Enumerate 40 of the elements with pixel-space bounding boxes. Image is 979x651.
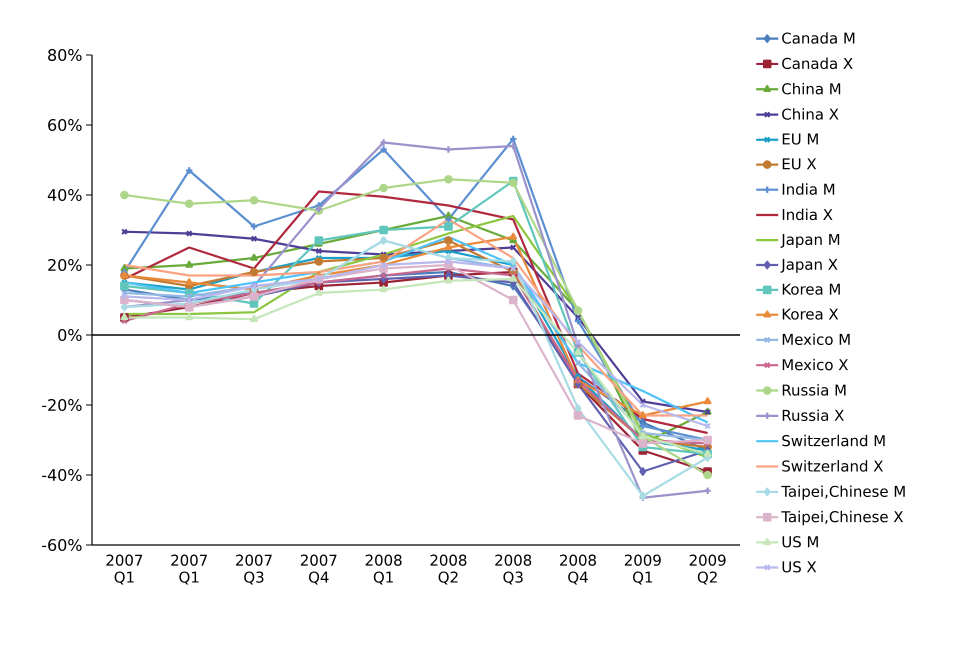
legend-label: Japan M [780,234,840,248]
x-tick-label: 2007 Q4 [300,554,337,584]
legend-label: Russia X [782,409,844,422]
legend-label: Canada M [782,32,854,44]
legend-label: India M [782,183,834,195]
legend-label: US X [782,561,816,572]
x-tick-label: 2009 Q2 [690,554,726,584]
x-tick-label: 2008 Q3 [495,554,532,584]
y-tick-label: -20% [42,398,82,412]
legend-label: Mexico X [782,358,848,370]
legend-label: Switzerland M [782,434,885,446]
legend-label: China X [782,108,839,120]
legend-label: Korea X [782,308,838,320]
y-tick-label: 20% [48,258,82,272]
legend-label: Taipei,Chinese M [781,485,905,500]
y-tick-label: 80% [48,48,82,62]
y-tick-label: 60% [48,118,82,132]
x-tick-label: 2009 Q1 [624,554,661,584]
legend-label: China M [782,82,840,94]
y-tick-label: 40% [48,188,82,202]
legend-label: EU X [782,158,816,170]
legend-label: Switzerland X [782,460,883,472]
legend-label: Mexico M [782,333,850,346]
x-tick-label: 2008 Q4 [560,554,596,584]
legend-label: India X [782,208,832,220]
x-tick-label: 2008 Q1 [366,554,402,584]
x-tick-label: 2007 Q3 [236,554,272,584]
y-tick-label: 0% [58,328,82,342]
legend-label: Japan X [780,258,838,273]
x-tick-label: 2008 Q2 [430,554,466,584]
legend-label: Russia M [782,384,846,396]
x-tick-label: 2007 Q1 [171,554,207,584]
legend-label: US M [782,536,818,548]
legend-label: EU M [782,134,818,145]
y-tick-label: -40% [42,468,82,482]
x-tick-label: 2007 Q1 [106,554,142,584]
legend-label: Taipei,Chinese X [781,510,904,526]
legend-label: Korea M [782,284,840,295]
legend-label: Canada X [782,58,853,70]
y-tick-label: -60% [42,538,82,552]
